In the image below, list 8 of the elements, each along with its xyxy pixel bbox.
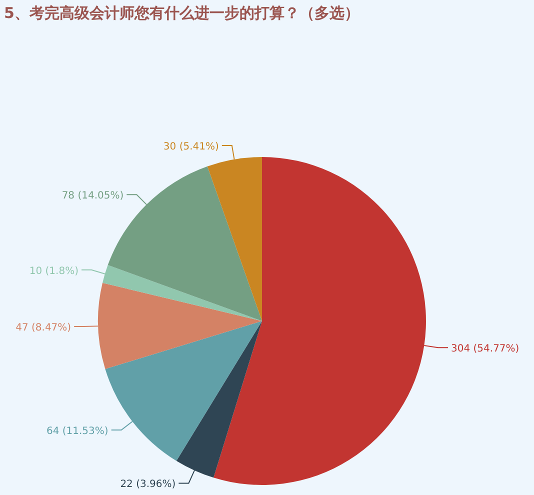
chart-title: 5、考完高级会计师您有什么进一步的打算？（多选）	[4, 4, 360, 22]
data-label: 304 (54.77%)	[451, 344, 520, 355]
data-label: 30 (5.41%)	[163, 142, 220, 153]
data-label: 22 (3.96%)	[120, 479, 176, 490]
data-label: 78 (14.05%)	[62, 190, 124, 202]
data-label: 10 (1.8%)	[29, 266, 79, 277]
data-label: 47 (8.47%)	[16, 322, 72, 334]
data-label: 64 (11.53%)	[46, 426, 108, 438]
